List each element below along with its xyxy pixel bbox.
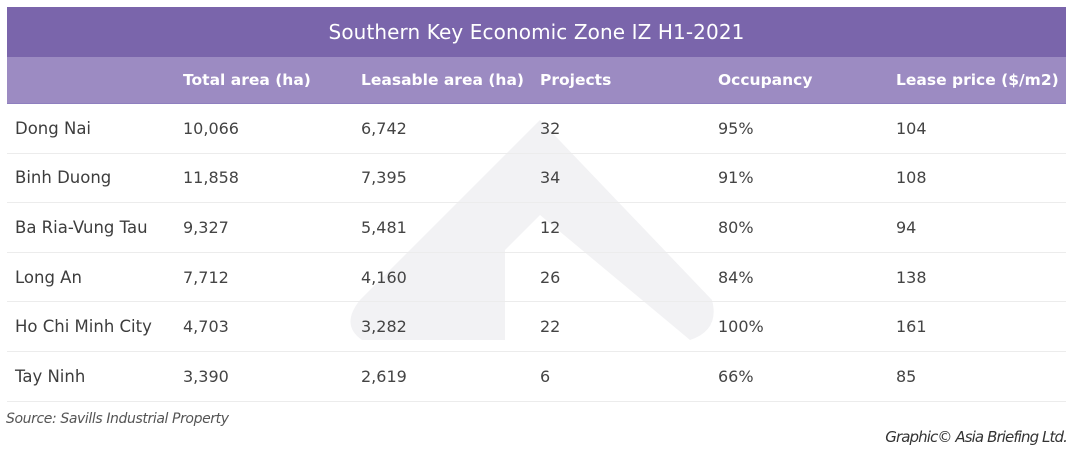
- cell-projects: 12: [540, 217, 561, 237]
- table-title: Southern Key Economic Zone IZ H1-2021: [7, 7, 1066, 57]
- cell-leasable-area: 7,395: [361, 168, 407, 188]
- iz-table: Southern Key Economic Zone IZ H1-2021 To…: [7, 7, 1066, 402]
- table-row: Long An 7,712 4,160 26 84% 138: [7, 253, 1066, 303]
- cell-lease-price: 161: [896, 317, 927, 337]
- cell-leasable-area: 5,481: [361, 217, 407, 237]
- cell-total-area: 9,327: [183, 217, 229, 237]
- cell-lease-price: 138: [896, 267, 927, 287]
- cell-occupancy: 80%: [718, 217, 754, 237]
- cell-projects: 22: [540, 317, 561, 337]
- cell-projects: 26: [540, 267, 561, 287]
- table-row: Dong Nai 10,066 6,742 32 95% 104: [7, 104, 1066, 154]
- cell-lease-price: 104: [896, 118, 927, 138]
- cell-projects: 34: [540, 168, 561, 188]
- cell-projects: 6: [540, 366, 551, 386]
- cell-lease-price: 108: [896, 168, 927, 188]
- cell-region: Ho Chi Minh City: [15, 317, 152, 337]
- cell-leasable-area: 4,160: [361, 267, 407, 287]
- header-leasable-area: Leasable area (ha): [361, 71, 524, 89]
- cell-region: Dong Nai: [15, 118, 92, 138]
- table-row: Tay Ninh 3,390 2,619 6 66% 85: [7, 352, 1066, 402]
- cell-lease-price: 94: [896, 217, 917, 237]
- cell-region: Long An: [15, 267, 82, 287]
- cell-total-area: 3,390: [183, 366, 229, 386]
- table-row: Ba Ria-Vung Tau 9,327 5,481 12 80% 94: [7, 203, 1066, 253]
- header-occupancy: Occupancy: [718, 71, 813, 89]
- cell-occupancy: 84%: [718, 267, 754, 287]
- cell-occupancy: 66%: [718, 366, 754, 386]
- cell-leasable-area: 2,619: [361, 366, 407, 386]
- cell-region: Ba Ria-Vung Tau: [15, 217, 148, 237]
- cell-projects: 32: [540, 118, 561, 138]
- cell-total-area: 7,712: [183, 267, 229, 287]
- cell-total-area: 10,066: [183, 118, 239, 138]
- table-row: Binh Duong 11,858 7,395 34 91% 108: [7, 154, 1066, 204]
- cell-occupancy: 100%: [718, 317, 764, 337]
- cell-occupancy: 91%: [718, 168, 754, 188]
- cell-total-area: 11,858: [183, 168, 239, 188]
- graphic-credit: Graphic© Asia Briefing Ltd.: [885, 428, 1068, 446]
- table-row: Ho Chi Minh City 4,703 3,282 22 100% 161: [7, 302, 1066, 352]
- header-projects: Projects: [540, 71, 612, 89]
- cell-leasable-area: 3,282: [361, 317, 407, 337]
- header-total-area: Total area (ha): [183, 71, 311, 89]
- cell-leasable-area: 6,742: [361, 118, 407, 138]
- cell-total-area: 4,703: [183, 317, 229, 337]
- cell-region: Tay Ninh: [15, 366, 86, 386]
- cell-occupancy: 95%: [718, 118, 754, 138]
- source-note: Source: Savills Industrial Property: [6, 411, 229, 427]
- cell-lease-price: 85: [896, 366, 917, 386]
- table-header-row: Total area (ha) Leasable area (ha) Proje…: [7, 57, 1066, 104]
- header-lease-price: Lease price ($/m2): [896, 71, 1059, 89]
- cell-region: Binh Duong: [15, 168, 112, 188]
